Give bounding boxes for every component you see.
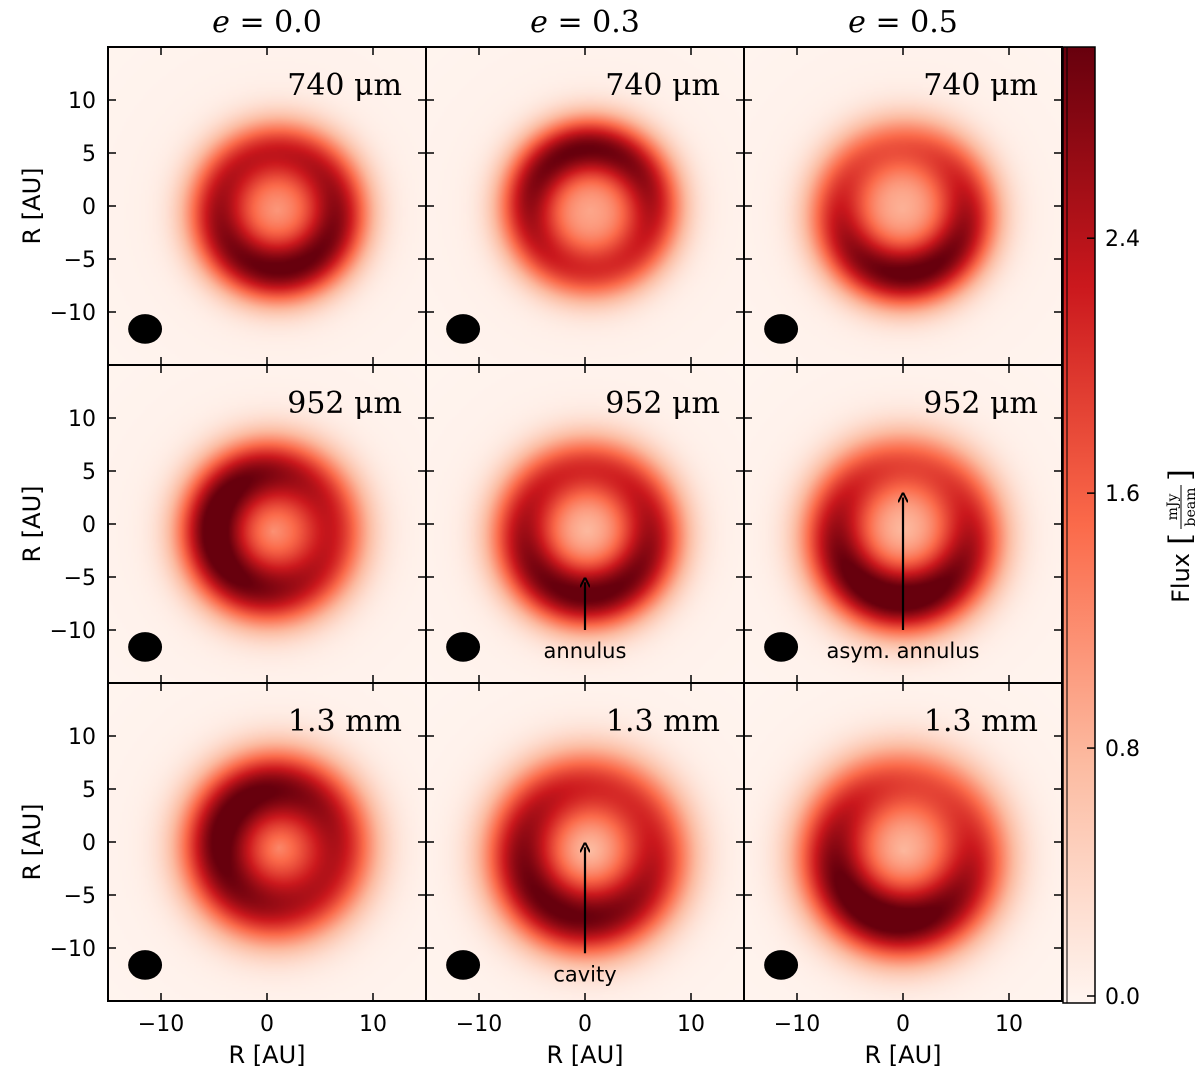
y-tick-label: −10 [50,619,96,644]
panel-wavelength-label: 952 μm [605,386,720,421]
colorbar-tick-label: 2.4 [1105,227,1140,252]
panel-1-0: 952 μm [107,364,427,684]
y-tick-label: 0 [82,513,96,538]
panel-0-0: 740 μm [107,46,427,366]
column-title: e = 0.3 [530,5,640,40]
y-tick-label: 0 [82,195,96,220]
annotation-label: annulus [544,639,627,663]
annotation-0: annulus [544,582,627,663]
colorbar-label-prefix: Flux [1167,553,1195,603]
beam-ellipse [764,950,799,980]
y-tick-label: 5 [82,460,96,485]
panel-wavelength-label: 1.3 mm [606,704,720,739]
panel-wavelength-label: 740 μm [923,68,1038,103]
annotations: annulus asym. annulus cavity [544,498,980,986]
beam-ellipse [128,632,163,662]
beam-ellipse [446,950,481,980]
heatmap-image [108,683,426,1001]
y-tick-label: −5 [64,566,96,591]
panel-wavelength-label: 952 μm [287,386,402,421]
panel-2-2: 1.3 mm [743,682,1063,1002]
axes-labels: 10 5 0 −5 −10 R [AU] 10 5 0 −5 −10 R [AU] 10 5 0 −5 −10 R… [18,5,1023,1069]
x-tick-label: 0 [578,1012,592,1037]
heatmap-image [426,47,744,365]
panel-1-1: 952 μm [425,364,745,684]
y-tick-label: 5 [82,778,96,803]
y-axis-label: R [AU] [18,803,46,880]
colorbar: 0.0 0.8 1.6 2.4 Flux [ mJy beam] [1062,46,1199,1010]
x-axis-label: R [AU] [864,1041,941,1069]
colorbar-bar [1062,46,1096,1004]
unit-numerator: mJy [1165,494,1181,521]
beam-ellipse [128,950,163,980]
colorbar-label: Flux [ mJy beam] [1163,469,1199,603]
panel-wavelength-label: 1.3 mm [924,704,1038,739]
bracket-open: [ [1163,533,1198,545]
annotation-1: asym. annulus [827,498,980,663]
panel-wavelength-label: 740 μm [605,68,720,103]
x-tick-label: 10 [995,1012,1023,1037]
beam-ellipse [764,314,799,344]
column-title: e = 0.5 [848,5,958,40]
panel-wavelength-label: 740 μm [287,68,402,103]
x-axis-label: R [AU] [228,1041,305,1069]
colorbar-tick-label: 0.8 [1105,737,1140,762]
annotation-label: asym. annulus [827,639,980,663]
heatmap-image [108,47,426,365]
panel-wavelength-label: 1.3 mm [288,704,402,739]
x-tick-label: 10 [359,1012,387,1037]
y-tick-label: 10 [68,89,96,114]
beam-ellipse [128,314,163,344]
panel-0-2: 740 μm [743,46,1063,366]
beam-ellipse [764,632,799,662]
heatmap-image [744,47,1062,365]
x-axis-label: R [AU] [546,1041,623,1069]
beam-ellipse [446,632,481,662]
y-tick-label: 0 [82,831,96,856]
heatmap-image [108,365,426,683]
panel-wavelength-label: 952 μm [923,386,1038,421]
x-tick-label: −10 [774,1012,820,1037]
x-tick-label: −10 [456,1012,502,1037]
y-tick-label: 5 [82,142,96,167]
colorbar-tick-label: 1.6 [1105,482,1140,507]
y-tick-label: 10 [68,725,96,750]
panel-grid: 740 μm 740 μm 740 μm 952 μm 952 μm 952 μm 1.3 … [107,46,1063,1002]
y-tick-label: −10 [50,937,96,962]
y-axis-label: R [AU] [18,167,46,244]
y-axis-label: R [AU] [18,485,46,562]
x-tick-label: −10 [138,1012,184,1037]
panel-2-0: 1.3 mm [107,682,427,1002]
annotation-2: cavity [553,847,617,986]
y-tick-label: −10 [50,301,96,326]
unit-denominator: beam [1183,488,1199,527]
column-title: e = 0.0 [212,5,322,40]
x-tick-label: 10 [677,1012,705,1037]
colorbar-tick-label: 0.0 [1105,985,1140,1010]
x-tick-label: 0 [896,1012,910,1037]
y-tick-label: −5 [64,248,96,273]
panel-0-1: 740 μm [425,46,745,366]
annotation-label: cavity [553,962,616,986]
x-tick-label: 0 [260,1012,274,1037]
beam-ellipse [446,314,481,344]
bracket-close: ] [1163,469,1198,481]
panel-2-1: 1.3 mm [425,682,745,1002]
heatmap-image [744,683,1062,1001]
y-tick-label: 10 [68,407,96,432]
y-tick-label: −5 [64,884,96,909]
